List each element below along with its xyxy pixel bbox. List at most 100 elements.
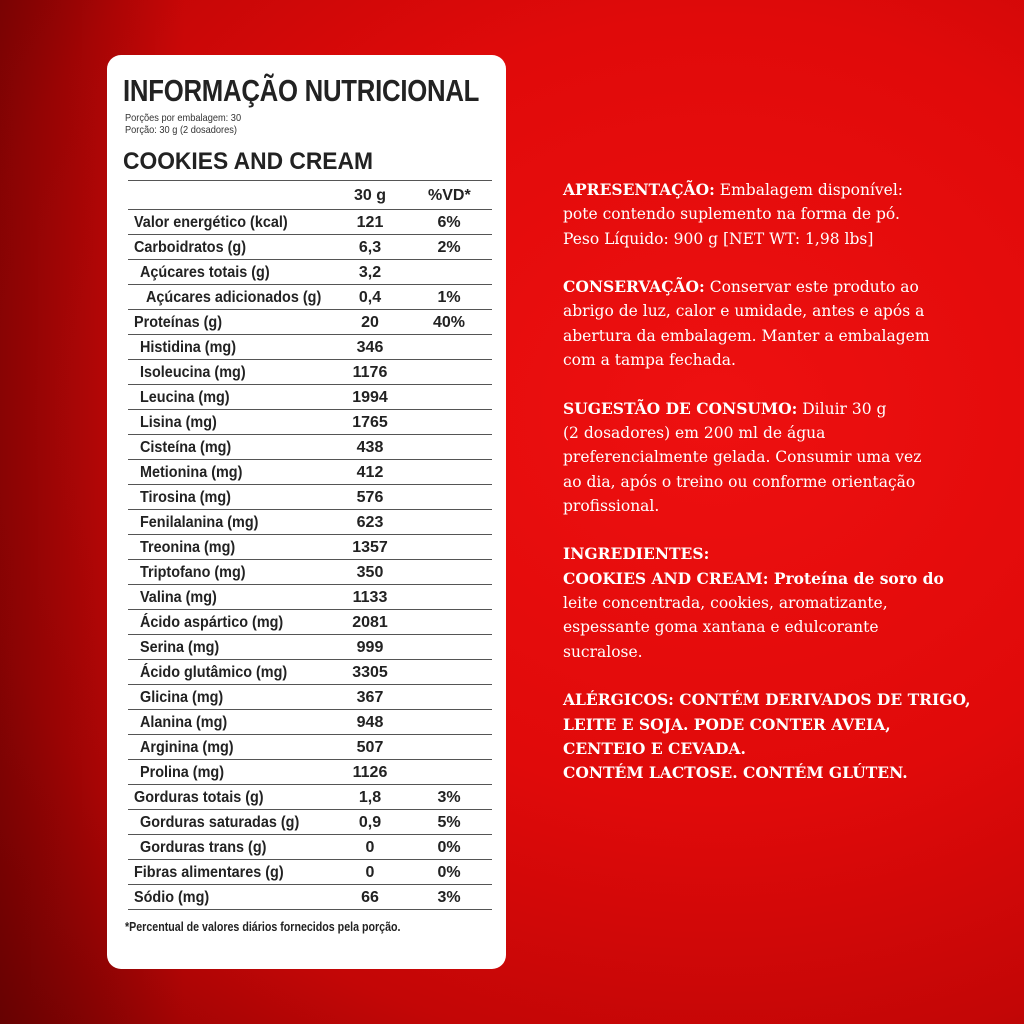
table-row: Cisteína (mg) 438 xyxy=(128,435,492,460)
info-line: pote contendo suplemento na forma de pó. xyxy=(563,202,1003,226)
info-line: abertura da embalagem. Manter a embalage… xyxy=(563,324,1003,348)
row-label: Isoleucina (mg) xyxy=(140,364,246,381)
row-amount: 623 xyxy=(356,514,384,531)
table-row: Fenilalanina (mg) 623 xyxy=(128,510,492,535)
info-text: abrigo de luz, calor e umidade, antes e … xyxy=(563,302,925,321)
table-row: Arginina (mg) 507 xyxy=(128,735,492,760)
info-line: ALÉRGICOS: CONTÉM DERIVADOS DE TRIGO, xyxy=(563,688,1003,712)
row-label: Lisina (mg) xyxy=(140,414,217,431)
table-row: Prolina (mg) 1126 xyxy=(128,760,492,785)
info-line: abrigo de luz, calor e umidade, antes e … xyxy=(563,299,1003,323)
row-amount: 412 xyxy=(356,464,384,481)
row-amount: 367 xyxy=(356,689,384,706)
info-text: espessante goma xantana e edulcorante xyxy=(563,618,879,637)
info-text: (2 dosadores) em 200 ml de água xyxy=(563,423,826,442)
table-row: Proteínas (g) 20 40% xyxy=(128,310,492,335)
row-label: Histidina (mg) xyxy=(140,339,237,356)
table-header: 30 g %VD* xyxy=(128,180,492,210)
row-dv: 0% xyxy=(437,839,461,856)
row-amount: 1133 xyxy=(352,589,388,606)
info-text: com a tampa fechada. xyxy=(563,351,736,370)
row-amount: 6,3 xyxy=(358,239,382,256)
table-row: Metionina (mg) 412 xyxy=(128,460,492,485)
row-label: Triptofano (mg) xyxy=(140,564,246,581)
table-row: Isoleucina (mg) 1176 xyxy=(128,360,492,385)
table-row: Tirosina (mg) 576 xyxy=(128,485,492,510)
table-row: Gorduras trans (g) 0 0% xyxy=(128,835,492,860)
info-text: CENTEIO E CEVADA. xyxy=(563,738,746,758)
row-label: Leucina (mg) xyxy=(140,389,230,406)
row-amount: 1765 xyxy=(352,414,388,431)
row-label: Metionina (mg) xyxy=(140,464,243,481)
row-amount: 350 xyxy=(356,564,384,581)
table-row: Gorduras saturadas (g) 0,9 5% xyxy=(128,810,492,835)
info-line: CONSERVAÇÃO: Conservar este produto ao xyxy=(563,275,1003,299)
row-dv: 5% xyxy=(437,814,461,831)
row-dv: 3% xyxy=(437,789,461,806)
nutrition-facts-card: INFORMAÇÃO NUTRICIONAL Porções por embal… xyxy=(107,55,506,969)
table-row: Fibras alimentares (g) 0 0% xyxy=(128,860,492,885)
header-dv: %VD* xyxy=(428,187,471,204)
product-info: APRESENTAÇÃO: Embalagem disponível: pote … xyxy=(563,178,1003,810)
row-amount: 20 xyxy=(361,314,379,331)
row-label: Proteínas (g) xyxy=(134,314,223,331)
table-row: Treonina (mg) 1357 xyxy=(128,535,492,560)
row-amount: 1126 xyxy=(352,764,388,781)
row-label: Fenilalanina (mg) xyxy=(140,514,259,531)
info-text: Conservar este produto ao xyxy=(704,278,919,297)
row-amount: 0 xyxy=(365,839,375,856)
info-line: sucralose. xyxy=(563,640,1003,664)
info-heading: INGREDIENTES: xyxy=(563,544,710,564)
info-text: abertura da embalagem. Manter a embalage… xyxy=(563,326,930,345)
info-heading: APRESENTAÇÃO: xyxy=(563,180,715,199)
nutrition-title: INFORMAÇÃO NUTRICIONAL xyxy=(123,73,480,108)
row-label: Valina (mg) xyxy=(140,589,217,606)
table-row: Açúcares totais (g) 3,2 xyxy=(128,260,492,285)
table-row: Lisina (mg) 1765 xyxy=(128,410,492,435)
table-row: Carboidratos (g) 6,3 2% xyxy=(128,235,492,260)
info-text: Diluir 30 g xyxy=(797,399,887,418)
servings-per-package: Porções por embalagem: 30 xyxy=(125,112,242,124)
row-amount: 0,9 xyxy=(358,814,382,831)
info-text: sucralose. xyxy=(563,642,643,661)
row-label: Ácido glutâmico (mg) xyxy=(140,664,288,681)
info-line: profissional. xyxy=(563,494,1003,518)
info-section: APRESENTAÇÃO: Embalagem disponível: pote … xyxy=(563,178,1003,251)
row-amount: 438 xyxy=(356,439,384,456)
row-label: Prolina (mg) xyxy=(140,764,225,781)
row-dv: 2% xyxy=(437,239,461,256)
info-text: preferencialmente gelada. Consumir uma v… xyxy=(563,448,922,467)
info-text: leite concentrada, cookies, aromatizante… xyxy=(563,594,888,613)
table-row: Gorduras totais (g) 1,8 3% xyxy=(128,785,492,810)
row-label: Gorduras saturadas (g) xyxy=(140,814,300,831)
info-line: (2 dosadores) em 200 ml de água xyxy=(563,421,1003,445)
row-label: Arginina (mg) xyxy=(140,739,234,756)
row-dv: 6% xyxy=(437,214,461,231)
row-label: Gorduras totais (g) xyxy=(134,789,264,806)
info-line: Peso Líquido: 900 g [NET WT: 1,98 lbs] xyxy=(563,227,1003,251)
row-amount: 0 xyxy=(365,864,375,881)
row-label: Alanina (mg) xyxy=(140,714,228,731)
info-section: CONSERVAÇÃO: Conservar este produto ao ab… xyxy=(563,275,1003,372)
table-row: Glicina (mg) 367 xyxy=(128,685,492,710)
nutrition-table: 30 g %VD* Valor energético (kcal) 121 6% Ca… xyxy=(128,180,492,910)
row-amount: 1357 xyxy=(352,539,388,556)
row-label: Fibras alimentares (g) xyxy=(134,864,284,881)
table-row: Valor energético (kcal) 121 6% xyxy=(128,210,492,235)
info-line: CENTEIO E CEVADA. xyxy=(563,737,1003,761)
info-heading: CONSERVAÇÃO: xyxy=(563,277,705,297)
table-row: Ácido aspártico (mg) 2081 xyxy=(128,610,492,635)
info-line: ao dia, após o treino ou conforme orient… xyxy=(563,470,1003,494)
row-amount: 121 xyxy=(356,214,384,231)
row-label: Açúcares adicionados (g) xyxy=(146,289,322,306)
table-row: Leucina (mg) 1994 xyxy=(128,385,492,410)
row-dv: 40% xyxy=(432,314,466,331)
info-text: Peso Líquido: 900 g [NET WT: 1,98 lbs] xyxy=(563,229,874,248)
row-amount: 576 xyxy=(356,489,384,506)
row-dv: 0% xyxy=(437,864,461,881)
info-section: INGREDIENTES: COOKIES AND CREAM: Proteína… xyxy=(563,542,1003,663)
row-label: Carboidratos (g) xyxy=(134,239,247,256)
row-amount: 1994 xyxy=(352,389,388,406)
row-label: Sódio (mg) xyxy=(134,889,210,906)
info-text: ao dia, após o treino ou conforme orient… xyxy=(563,472,916,491)
